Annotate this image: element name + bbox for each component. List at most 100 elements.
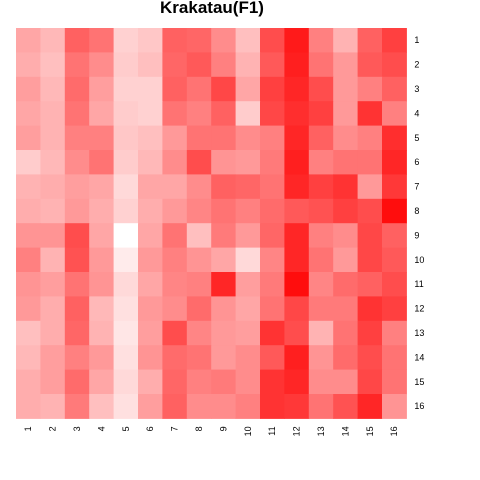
heatmap-cell-r12-c16 [382, 296, 407, 322]
heatmap-cell-r14-c15 [357, 345, 383, 371]
heatmap-cell-r16-c15 [357, 394, 383, 419]
heatmap-cell-r14-c5 [113, 345, 139, 371]
heatmap-cell-r8-c8 [186, 198, 212, 224]
heatmap-cell-r2-c4 [89, 52, 115, 78]
heatmap-cell-r15-c6 [138, 369, 163, 395]
heatmap-cell-r9-c7 [162, 223, 188, 249]
heatmap-cell-r2-c10 [235, 52, 261, 78]
x-tick-label: 7 [170, 426, 180, 431]
heatmap-cell-r7-c15 [357, 174, 383, 200]
y-tick-label: 13 [414, 328, 424, 338]
heatmap-cell-r15-c8 [186, 369, 212, 395]
heatmap-cell-r4-c11 [260, 101, 285, 127]
heatmap-cell-r8-c16 [382, 198, 407, 224]
heatmap-cell-r4-c1 [16, 101, 41, 127]
heatmap-cell-r12-c10 [235, 296, 261, 322]
y-tick-label: 1 [414, 35, 419, 45]
heatmap-cell-r15-c15 [357, 369, 383, 395]
y-tick-label: 9 [414, 230, 419, 240]
heatmap-cell-r3-c6 [138, 76, 163, 102]
heatmap-cell-r12-c15 [357, 296, 383, 322]
heatmap-cell-r13-c4 [89, 320, 115, 346]
heatmap-cell-r10-c9 [211, 247, 237, 273]
heatmap-cell-r14-c1 [16, 345, 41, 371]
heatmap-cell-r14-c3 [64, 345, 90, 371]
heatmap-cell-r1-c12 [284, 28, 310, 53]
heatmap-cell-r3-c1 [16, 76, 41, 102]
heatmap-cell-r1-c6 [138, 28, 163, 53]
heatmap-cell-r12-c13 [308, 296, 334, 322]
heatmap-cell-r3-c3 [64, 76, 90, 102]
heatmap-cell-r13-c10 [235, 320, 261, 346]
y-tick-label: 5 [414, 133, 419, 143]
heatmap-cell-r7-c14 [333, 174, 359, 200]
heatmap-cell-r4-c5 [113, 101, 139, 127]
heatmap-cell-r14-c2 [40, 345, 66, 371]
heatmap-cell-r8-c15 [357, 198, 383, 224]
heatmap-cell-r10-c14 [333, 247, 359, 273]
heatmap-cell-r15-c1 [16, 369, 41, 395]
x-tick-label: 6 [145, 426, 155, 431]
heatmap-cell-r4-c4 [89, 101, 115, 127]
heatmap-cell-r5-c1 [16, 125, 41, 151]
heatmap-cell-r10-c5 [113, 247, 139, 273]
heatmap-cell-r12-c7 [162, 296, 188, 322]
heatmap-cell-r2-c13 [308, 52, 334, 78]
heatmap-cell-r13-c5 [113, 320, 139, 346]
x-tick-label: 5 [121, 426, 131, 431]
heatmap-cell-r11-c11 [260, 272, 285, 297]
y-tick-label: 3 [414, 84, 419, 94]
x-tick-label: 16 [389, 426, 399, 436]
heatmap-cell-r2-c7 [162, 52, 188, 78]
heatmap-cell-r8-c2 [40, 198, 66, 224]
heatmap-cell-r10-c12 [284, 247, 310, 273]
y-tick-label: 7 [414, 182, 419, 192]
heatmap-cell-r15-c9 [211, 369, 237, 395]
heatmap-cell-r1-c3 [64, 28, 90, 53]
heatmap-cell-r11-c14 [333, 272, 359, 297]
heatmap-cell-r16-c7 [162, 394, 188, 419]
heatmap-cell-r9-c13 [308, 223, 334, 249]
heatmap-cell-r4-c9 [211, 101, 237, 127]
heatmap-cell-r4-c2 [40, 101, 66, 127]
x-tick-label: 12 [292, 426, 302, 436]
heatmap-cell-r8-c5 [113, 198, 139, 224]
heatmap-cell-r11-c3 [64, 272, 90, 297]
heatmap-cell-r11-c9 [211, 272, 237, 297]
heatmap-cell-r2-c3 [64, 52, 90, 78]
x-tick-label: 10 [243, 426, 253, 436]
heatmap-cell-r16-c8 [186, 394, 212, 419]
heatmap-cell-r12-c14 [333, 296, 359, 322]
heatmap-cell-r5-c4 [89, 125, 115, 151]
heatmap-cell-r16-c4 [89, 394, 115, 419]
heatmap-cell-r12-c11 [260, 296, 285, 322]
heatmap-cell-r14-c16 [382, 345, 407, 371]
heatmap-cell-r12-c12 [284, 296, 310, 322]
heatmap-cell-r6-c9 [211, 150, 237, 175]
heatmap-cell-r7-c6 [138, 174, 163, 200]
heatmap-cell-r15-c10 [235, 369, 261, 395]
heatmap-cell-r13-c2 [40, 320, 66, 346]
heatmap-cell-r2-c16 [382, 52, 407, 78]
heatmap-cell-r7-c11 [260, 174, 285, 200]
heatmap-cell-r6-c1 [16, 150, 41, 175]
heatmap-cell-r12-c6 [138, 296, 163, 322]
heatmap-cell-r11-c7 [162, 272, 188, 297]
heatmap-cell-r1-c10 [235, 28, 261, 53]
heatmap-cell-r11-c1 [16, 272, 41, 297]
heatmap-cell-r3-c14 [333, 76, 359, 102]
x-tick-label: 8 [194, 426, 204, 431]
y-tick-label: 8 [414, 206, 419, 216]
chart-title: Krakatau(F1) [160, 0, 264, 17]
heatmap-cell-r12-c5 [113, 296, 139, 322]
heatmap-cell-r6-c16 [382, 150, 407, 175]
heatmap-cell-r1-c2 [40, 28, 66, 53]
heatmap-cell-r11-c6 [138, 272, 163, 297]
heatmap-cell-r5-c15 [357, 125, 383, 151]
heatmap-cell-r11-c8 [186, 272, 212, 297]
heatmap-cell-r16-c10 [235, 394, 261, 419]
heatmap-cell-r1-c14 [333, 28, 359, 53]
heatmap-cell-r3-c8 [186, 76, 212, 102]
heatmap-cell-r11-c4 [89, 272, 115, 297]
heatmap-cell-r7-c1 [16, 174, 41, 200]
